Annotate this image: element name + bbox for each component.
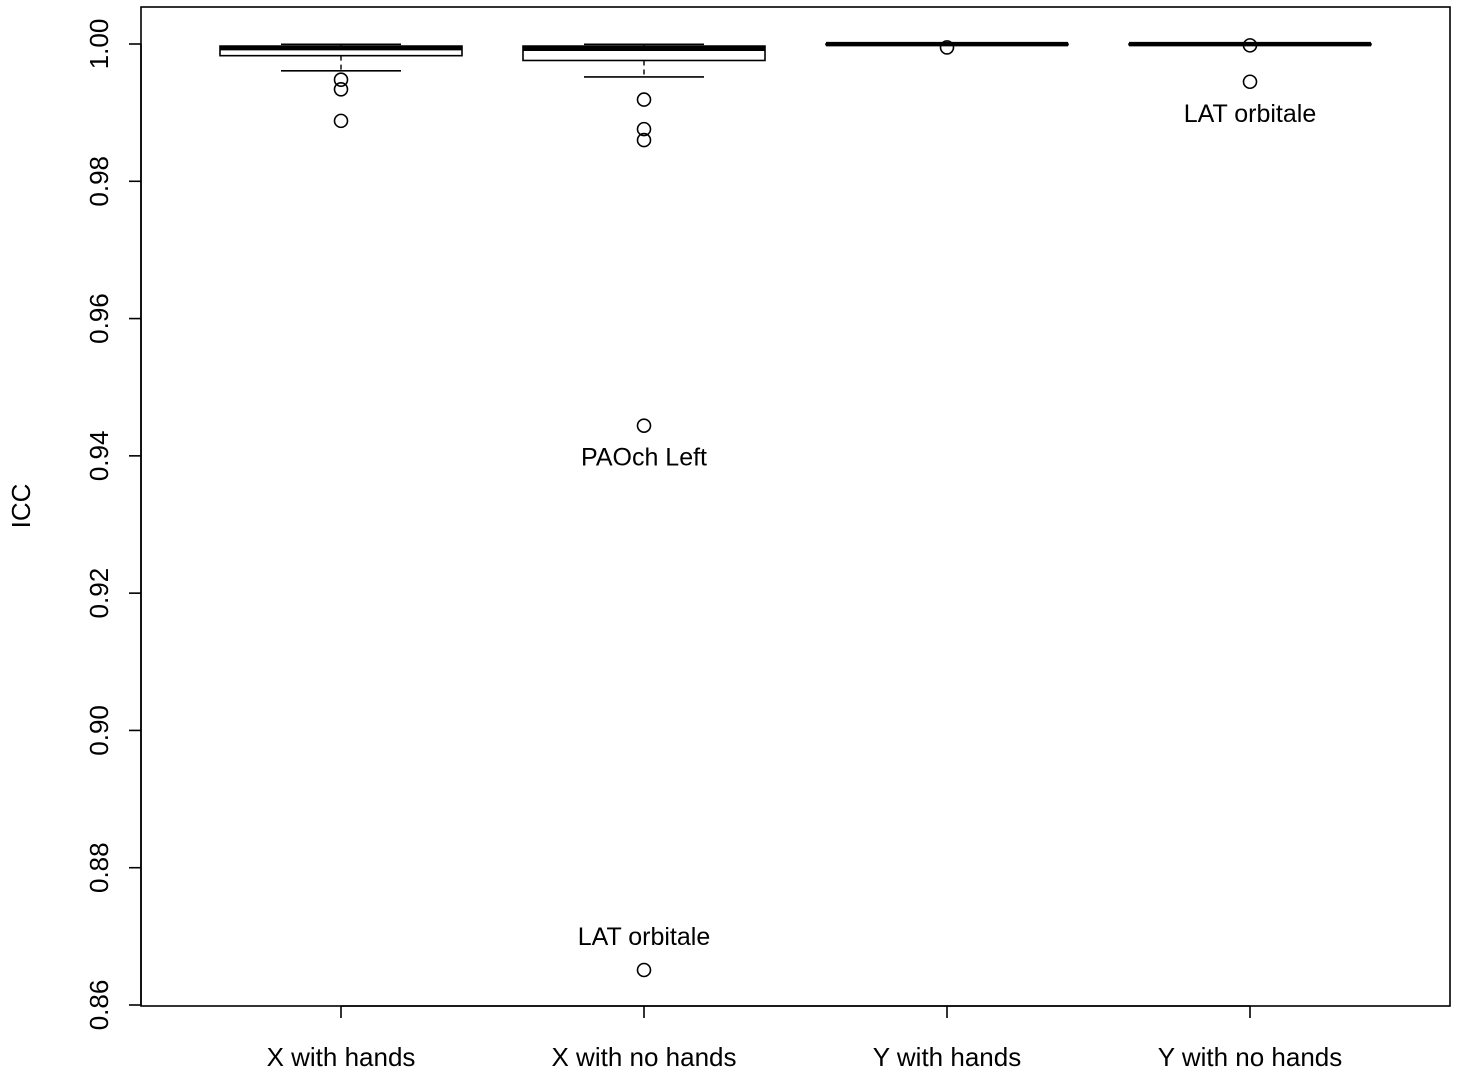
y-tick-label: 0.96 bbox=[84, 293, 114, 344]
outlier-point bbox=[636, 92, 652, 107]
x-axis: X with hands X with no hands Y with hands Y… bbox=[267, 1005, 1343, 1072]
outlier-point bbox=[636, 962, 652, 978]
y-tick-label: 0.90 bbox=[84, 705, 114, 756]
box-group bbox=[219, 43, 463, 129]
point-annotation: LAT orbitale bbox=[578, 923, 710, 951]
y-tick-label: 0.98 bbox=[84, 156, 114, 207]
x-tick-label: Y with no hands bbox=[1158, 1042, 1343, 1072]
outlier-point bbox=[939, 40, 955, 55]
x-tick-label: X with hands bbox=[267, 1042, 416, 1072]
y-axis-title: ICC bbox=[6, 484, 36, 529]
outlier-point bbox=[333, 82, 349, 97]
box-group bbox=[825, 40, 1069, 55]
outlier-point bbox=[636, 132, 652, 148]
outlier-point bbox=[333, 72, 349, 87]
point-annotation: LAT orbitale bbox=[1184, 100, 1316, 128]
box-group bbox=[522, 43, 766, 978]
x-tick-label: Y with hands bbox=[873, 1042, 1021, 1072]
outlier-point bbox=[636, 121, 652, 137]
boxes bbox=[219, 38, 1372, 978]
outlier-point bbox=[1242, 38, 1258, 53]
y-axis: 0.86 0.88 0.90 0.92 0.94 0.96 0.98 1.00 bbox=[84, 19, 142, 1031]
box-group bbox=[1128, 38, 1372, 90]
point-annotation: PAOch Left bbox=[581, 444, 707, 472]
outlier-point bbox=[1242, 74, 1258, 90]
outlier-point bbox=[333, 113, 349, 129]
outlier-point bbox=[636, 418, 652, 433]
y-tick-label: 1.00 bbox=[84, 19, 114, 70]
y-tick-label: 0.92 bbox=[84, 568, 114, 619]
annotations: PAOch Left LAT orbitale LAT orbitale bbox=[578, 100, 1316, 951]
plot-frame bbox=[140, 6, 1451, 1007]
x-tick-label: X with no hands bbox=[551, 1042, 736, 1072]
y-tick-label: 0.86 bbox=[84, 980, 114, 1031]
y-tick-label: 0.88 bbox=[84, 842, 114, 893]
y-tick-label: 0.94 bbox=[84, 431, 114, 482]
